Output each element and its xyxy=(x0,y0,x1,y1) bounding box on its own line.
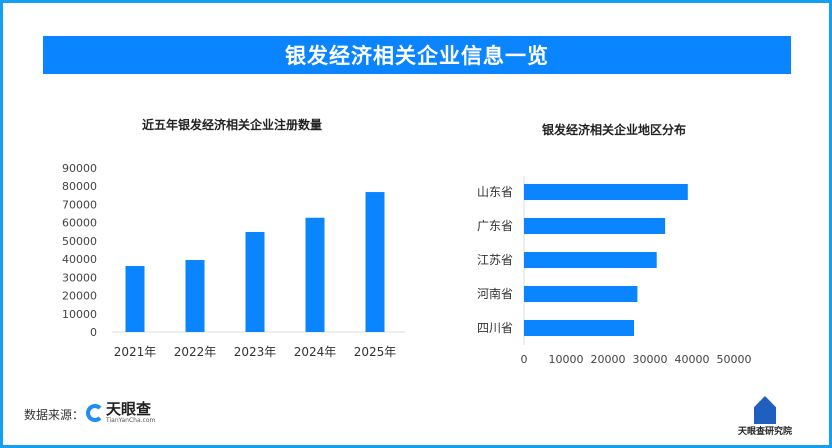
x-tick-label: 40000 xyxy=(675,353,710,366)
y-tick-label: 90000 xyxy=(62,162,97,175)
source-label: 数据来源： xyxy=(24,408,85,422)
bar xyxy=(365,192,385,332)
y-tick-label: 70000 xyxy=(62,198,97,211)
bar xyxy=(524,286,638,302)
bar xyxy=(245,231,265,332)
logo-icon xyxy=(86,404,104,422)
tianyancha-logo: 天眼查 TianYanCha.com xyxy=(86,402,155,424)
y-tick-label: 江苏省 xyxy=(477,253,513,267)
bar xyxy=(125,266,145,332)
y-tick-label: 60000 xyxy=(62,217,97,230)
logo-subtext: TianYanCha.com xyxy=(106,417,156,424)
x-tick-label: 20000 xyxy=(591,353,626,366)
y-tick-label: 0 xyxy=(90,326,97,339)
page-title: 银发经济相关企业信息一览 xyxy=(43,36,791,74)
brand-logo: 天眼查研究院 xyxy=(730,396,800,437)
x-tick-label: 2021年 xyxy=(114,345,157,359)
logo-text: 天眼查 xyxy=(106,400,152,418)
y-tick-label: 山东省 xyxy=(477,185,513,199)
x-tick-label: 50000 xyxy=(717,353,752,366)
x-tick-label: 2023年 xyxy=(234,345,277,359)
y-tick-label: 50000 xyxy=(62,235,97,248)
y-tick-label: 河南省 xyxy=(477,286,513,301)
bar xyxy=(185,260,205,332)
brand-mark-icon xyxy=(754,396,776,424)
bar xyxy=(524,252,657,268)
bar xyxy=(305,217,325,332)
y-tick-label: 20000 xyxy=(62,290,97,303)
x-tick-label: 2025年 xyxy=(354,345,397,359)
bar xyxy=(524,184,688,200)
x-tick-label: 10000 xyxy=(549,353,584,366)
brand-name: 天眼查研究院 xyxy=(737,427,792,437)
chart-title-left: 近五年银发经济相关企业注册数量 xyxy=(141,118,323,132)
y-tick-label: 四川省 xyxy=(477,321,513,335)
y-tick-label: 10000 xyxy=(62,308,97,321)
y-tick-label: 广东省 xyxy=(477,219,513,233)
x-tick-label: 2022年 xyxy=(174,345,217,359)
x-tick-label: 2024年 xyxy=(294,345,337,359)
bar xyxy=(524,320,635,336)
x-tick-label: 0 xyxy=(521,353,528,366)
y-tick-label: 40000 xyxy=(62,253,97,266)
y-tick-label: 80000 xyxy=(62,180,97,193)
bar xyxy=(524,218,666,234)
x-tick-label: 30000 xyxy=(633,353,668,366)
y-tick-label: 30000 xyxy=(62,271,97,284)
chart-title-right: 银发经济相关企业地区分布 xyxy=(541,123,687,137)
